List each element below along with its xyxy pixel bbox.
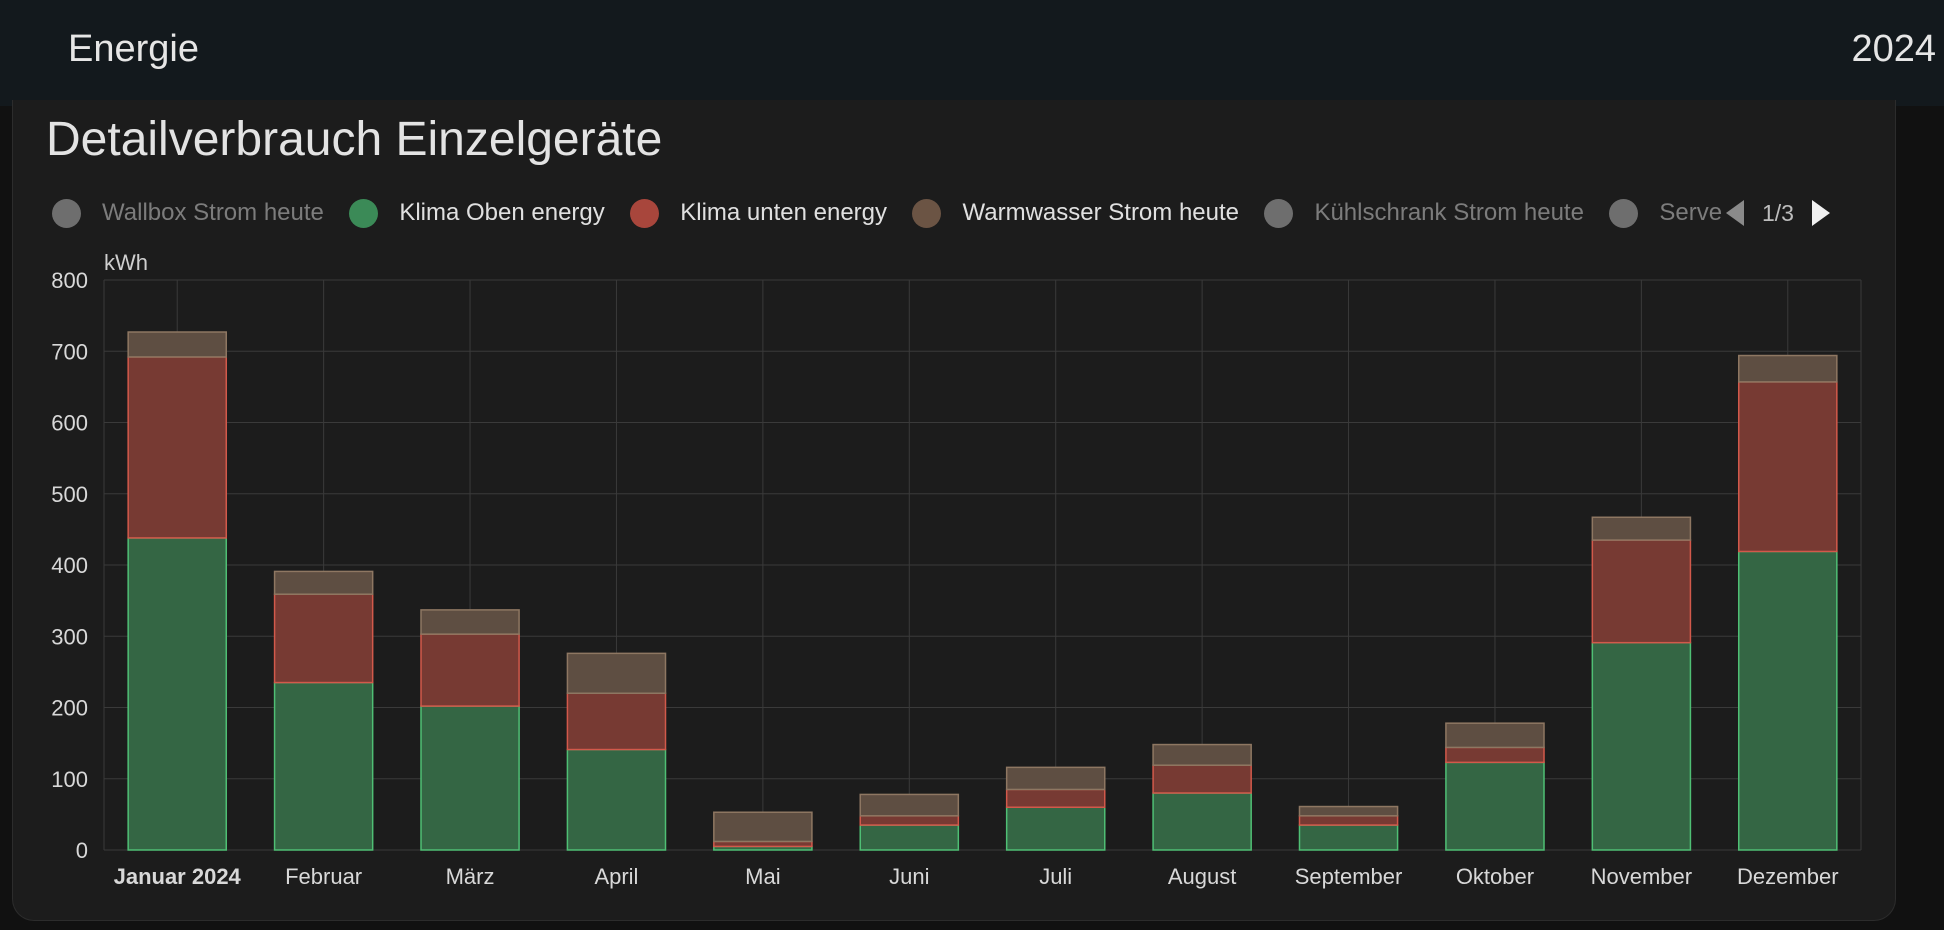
y-tick-label: 500 [51,482,88,507]
legend-item-wallbox[interactable]: Wallbox Strom heute [52,196,324,230]
legend-label: Wallbox Strom heute [102,199,324,226]
x-tick-label: Januar 2024 [114,864,242,889]
y-tick-label: 400 [51,553,88,578]
legend-label: Warmwasser Strom heute [962,199,1239,226]
x-tick-label: November [1591,864,1692,889]
legend-label: Kühlschrank Strom heute [1314,199,1584,226]
y-tick-label: 700 [51,339,88,364]
card-title: Detailverbrauch Einzelgeräte [46,113,663,166]
legend-label: Klima unten energy [680,199,888,226]
y-axis-unit: kWh [104,250,148,275]
bar-segment [1591,516,1692,541]
bar-segment [859,793,960,817]
x-tick-label: März [446,864,495,889]
bar-segment [1445,746,1545,764]
chart-legend: Wallbox Strom heute Klima Oben energy Kl… [52,196,1722,230]
bar-segment [127,537,228,851]
bar-segment [1445,761,1545,851]
y-tick-label: 800 [51,268,88,293]
bar-segment [273,681,374,851]
bar-segment [566,692,667,751]
bar-segment [1152,792,1252,851]
x-tick-label: Februar [285,864,362,889]
legend-dot-icon [630,198,660,228]
bar-segment [1737,381,1838,553]
x-tick-label: April [594,864,638,889]
bar-segment [273,593,374,684]
x-tick-label: Dezember [1737,864,1838,889]
bar-segment [273,570,374,595]
x-tick-label: Juni [889,864,929,889]
y-tick-label: 300 [51,624,88,649]
legend-item-server[interactable]: Server Str [1609,196,1722,230]
x-tick-label: September [1295,864,1403,889]
legend-label: Server Str [1659,199,1722,226]
legend-label: Klima Oben energy [399,199,605,226]
bar-segment [1298,824,1399,851]
x-tick-label: August [1168,864,1237,889]
bar-segment [566,748,667,851]
bar-segment [127,331,228,358]
bar-segment [1737,354,1838,383]
top-app-bar: Energie 2024 [0,0,1944,106]
legend-dot-icon [52,198,81,228]
bar-segment [1005,806,1106,851]
bar-segment [1152,764,1252,794]
legend-item-klima-oben[interactable]: Klima Oben energy [349,196,605,230]
legend-pager: 1/3 [1726,196,1830,230]
y-tick-label: 0 [76,838,88,863]
bar-segment [859,815,960,826]
x-tick-label: Juli [1039,864,1072,889]
legend-item-kuehlschrank[interactable]: Kühlschrank Strom heute [1264,196,1584,230]
bar-segment [1591,539,1692,644]
legend-dot-icon [1609,198,1639,228]
legend-item-klima-unten[interactable]: Klima unten energy [630,196,887,230]
bar-segment [1152,743,1252,766]
bar-segment [1298,815,1399,826]
bar-segment [713,811,813,843]
legend-item-warmwasser[interactable]: Warmwasser Strom heute [912,196,1239,230]
legend-dot-icon [349,198,379,228]
bar-segment [1005,766,1106,791]
bar-segment [1005,788,1106,808]
y-tick-label: 100 [51,767,88,792]
triangle-right-icon[interactable] [1811,200,1830,226]
bar-segment [127,356,228,539]
x-tick-label: Mai [745,864,780,889]
y-tick-label: 600 [51,411,88,436]
bar-segment [420,705,520,851]
bar-segment [1298,805,1399,817]
y-tick-label: 200 [51,696,88,721]
bar-segment [420,609,520,635]
bar-segment [1591,641,1692,851]
triangle-left-icon[interactable] [1726,200,1744,226]
bar-segment [420,633,520,707]
bar-segment [859,824,960,851]
year-selector[interactable]: 2024 [1851,28,1936,70]
legend-dot-icon [912,198,942,228]
legend-dot-icon [1264,198,1294,228]
bar-segment [1737,550,1838,851]
bar-segment [566,652,667,694]
x-tick-label: Oktober [1456,864,1534,889]
app-title: Energie [68,28,199,70]
legend-page-indicator: 1/3 [1762,199,1794,226]
bar-segment [1445,722,1545,749]
